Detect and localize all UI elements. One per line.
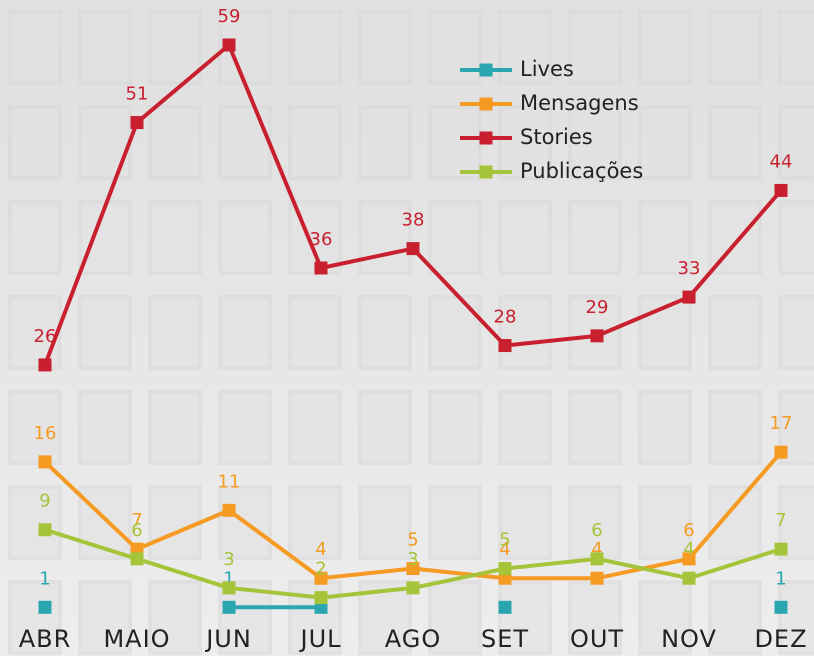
legend-swatch-marker [479,131,493,145]
data-label: 11 [218,471,241,492]
series-marker [774,542,788,556]
series-marker [130,116,144,130]
data-label: 1 [775,568,786,589]
series-marker [590,329,604,343]
series-marker [222,503,236,517]
series-marker [130,552,144,566]
series-marker [682,571,696,585]
series-marker [406,581,420,595]
x-tick-label: DEZ [754,625,807,653]
series-marker [774,600,788,614]
data-label: 2 [315,559,326,580]
data-label: 1 [223,568,234,589]
series-marker [38,358,52,372]
series-marker [498,562,512,576]
series-marker [774,445,788,459]
series-marker [498,600,512,614]
data-label: 6 [131,520,142,541]
series-marker [682,552,696,566]
x-tick-label: MAIO [103,625,170,653]
series-marker [498,339,512,353]
x-tick-label: OUT [570,625,624,653]
series-marker [222,581,236,595]
legend-label: Publicações [520,159,643,183]
x-tick-label: SET [481,625,529,653]
series-marker [406,242,420,256]
legend-label: Stories [520,125,593,149]
data-label: 1 [39,568,50,589]
data-label: 7 [131,510,142,531]
data-label: 6 [683,520,694,541]
series-marker [222,600,236,614]
series-marker [38,455,52,469]
series-marker [406,562,420,576]
series-marker [314,591,328,605]
series-marker [314,571,328,585]
data-label: 29 [586,297,609,318]
data-label: 9 [39,491,50,512]
data-label: 3 [223,549,234,570]
data-label: 5 [499,530,510,551]
series-marker [38,523,52,537]
data-label: 59 [218,6,241,27]
x-tick-label: AGO [385,625,441,653]
data-label: 26 [34,326,57,347]
data-label: 44 [770,151,793,172]
legend-swatch-marker [479,63,493,77]
data-label: 33 [678,258,701,279]
legend-swatch-marker [479,165,493,179]
data-label: 28 [494,307,517,328]
x-tick-label: NOV [661,625,717,653]
series-marker [38,600,52,614]
data-label: 3 [407,549,418,570]
data-label: 4 [315,539,326,560]
legend-label: Lives [520,57,574,81]
data-label: 4 [591,539,602,560]
series-marker [774,183,788,197]
data-label: 38 [402,210,425,231]
series-marker [590,571,604,585]
x-tick-label: ABR [19,625,72,653]
series-marker [314,261,328,275]
data-label: 6 [591,520,602,541]
data-label: 5 [407,530,418,551]
series-marker [682,290,696,304]
legend-label: Mensagens [520,91,639,115]
x-tick-label: JUN [204,625,252,653]
series-marker [590,552,604,566]
data-label: 17 [770,413,793,434]
x-tick-label: JUL [298,625,341,653]
data-label: 4 [499,539,510,560]
data-label: 51 [126,84,149,105]
data-label: 36 [310,229,333,250]
legend-swatch-marker [479,97,493,111]
data-label: 16 [34,423,57,444]
data-label: 7 [775,510,786,531]
data-label: 4 [683,539,694,560]
series-marker [222,38,236,52]
